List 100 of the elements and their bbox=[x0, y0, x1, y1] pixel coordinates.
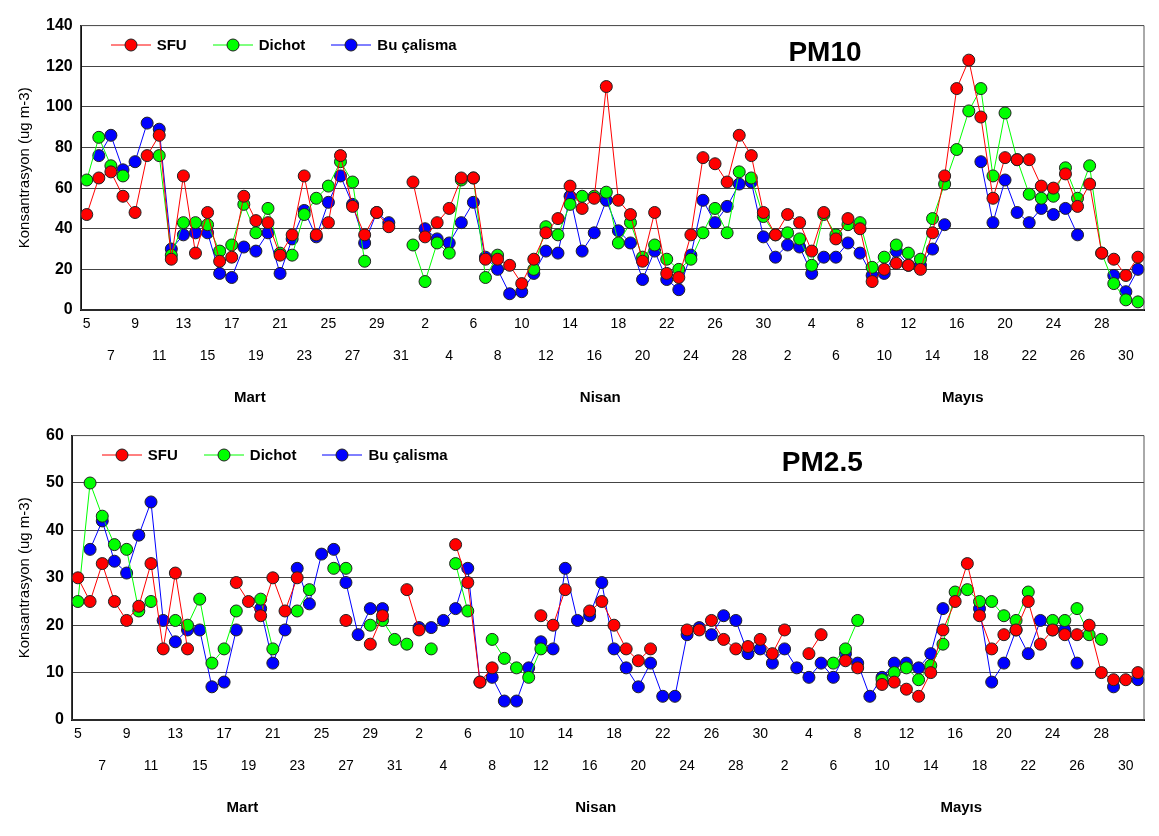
point bbox=[107, 538, 121, 552]
y-tick-label: 100 bbox=[45, 97, 73, 115]
point bbox=[254, 592, 268, 606]
y-tick-label: 140 bbox=[45, 16, 73, 34]
x-tick-label: 13 bbox=[167, 724, 184, 741]
x-tick-label: 24 bbox=[1044, 724, 1061, 741]
x-tick-label: 25 bbox=[320, 314, 337, 331]
x-tick-label: 25 bbox=[313, 724, 330, 741]
x-tick-label: 6 bbox=[829, 756, 838, 773]
x-tick-label: 27 bbox=[344, 346, 361, 363]
point bbox=[997, 609, 1011, 623]
legend-label: Dichot bbox=[258, 35, 306, 54]
x-tick-label: 15 bbox=[191, 756, 208, 773]
point bbox=[826, 656, 840, 670]
x-tick-label: 17 bbox=[216, 724, 233, 741]
x-tick-label: 30 bbox=[755, 314, 772, 331]
point bbox=[1094, 632, 1108, 646]
point bbox=[193, 592, 207, 606]
x-tick-label: 10 bbox=[874, 756, 891, 773]
y-tick-label: 50 bbox=[46, 473, 64, 491]
text: Mart bbox=[226, 798, 259, 816]
x-tick-label: 14 bbox=[562, 314, 579, 331]
x-tick-label: 26 bbox=[1069, 346, 1086, 363]
x-tick-label: 4 bbox=[439, 756, 448, 773]
x-tick-label: 29 bbox=[362, 724, 379, 741]
x-tick-label: 20 bbox=[997, 314, 1014, 331]
legend-label: SFU bbox=[156, 35, 187, 54]
x-tick-label: 30 bbox=[1117, 756, 1134, 773]
x-tick-label: 14 bbox=[922, 756, 939, 773]
text: Mayıs bbox=[940, 798, 983, 816]
point bbox=[327, 561, 341, 575]
x-tick-label: 11 bbox=[151, 346, 167, 363]
x-tick-label: 14 bbox=[557, 724, 574, 741]
x-tick-label: 31 bbox=[386, 756, 403, 773]
x-tick-label: 5 bbox=[73, 724, 82, 741]
x-tick-label: 8 bbox=[853, 724, 862, 741]
point bbox=[912, 673, 926, 687]
point bbox=[449, 557, 463, 571]
point bbox=[363, 618, 377, 632]
y-tick-label: 40 bbox=[46, 520, 64, 538]
x-tick-label: 2 bbox=[421, 314, 430, 331]
x-tick-label: 4 bbox=[805, 724, 814, 741]
legend-label: Bu çalisma bbox=[368, 445, 448, 464]
x-tick-label: 8 bbox=[493, 346, 502, 363]
x-tick-label: 16 bbox=[581, 756, 598, 773]
point bbox=[302, 583, 316, 597]
x-tick-label: 22 bbox=[654, 724, 671, 741]
point bbox=[400, 637, 414, 651]
x-tick-label: 21 bbox=[272, 314, 289, 331]
x-tick-label: 4 bbox=[807, 314, 816, 331]
x-tick-label: 19 bbox=[240, 756, 257, 773]
point bbox=[985, 595, 999, 608]
x-tick-label: 2 bbox=[780, 756, 789, 773]
x-tick-label: 24 bbox=[679, 756, 696, 773]
x-tick-label: 29 bbox=[368, 314, 385, 331]
y-tick-label: 0 bbox=[54, 710, 64, 728]
y-tick-label: 10 bbox=[46, 663, 64, 681]
y-tick-label: 80 bbox=[54, 137, 73, 155]
point bbox=[424, 642, 438, 656]
y-axis-title: Konsantrasyon (ug m-3) bbox=[15, 497, 33, 659]
point bbox=[266, 642, 280, 656]
x-tick-label: 18 bbox=[610, 314, 627, 331]
x-tick-label: 31 bbox=[393, 346, 409, 363]
x-tick-label: 12 bbox=[898, 724, 915, 741]
point bbox=[388, 632, 402, 646]
point bbox=[95, 509, 109, 523]
point bbox=[205, 656, 219, 670]
legend-label: Dichot bbox=[249, 445, 297, 464]
point bbox=[168, 613, 182, 627]
x-tick-label: 16 bbox=[947, 724, 964, 741]
x-tick-label: 22 bbox=[658, 314, 675, 331]
point bbox=[497, 651, 511, 665]
x-tick-label: 24 bbox=[1045, 314, 1062, 331]
x-tick-label: 9 bbox=[122, 724, 131, 741]
x-tick-label: 10 bbox=[508, 724, 525, 741]
y-tick-label: 20 bbox=[46, 615, 64, 633]
y-tick-label: 60 bbox=[46, 426, 64, 444]
x-tick-label: 6 bbox=[463, 724, 472, 741]
text: Mayıs bbox=[941, 388, 984, 406]
point bbox=[1070, 602, 1084, 616]
x-tick-label: 26 bbox=[1069, 756, 1085, 773]
y-tick-label: 60 bbox=[54, 178, 73, 196]
x-tick-label: 30 bbox=[1118, 346, 1134, 363]
x-tick-label: 7 bbox=[98, 756, 107, 773]
chart-title: PM2.5 bbox=[781, 446, 863, 478]
x-tick-label: 28 bbox=[1093, 314, 1110, 331]
point bbox=[899, 661, 913, 675]
x-tick-label: 17 bbox=[223, 314, 240, 331]
x-tick-label: 12 bbox=[900, 314, 917, 331]
x-tick-label: 26 bbox=[703, 724, 720, 741]
point bbox=[290, 604, 304, 618]
x-tick-label: 26 bbox=[707, 314, 724, 331]
y-tick-label: 20 bbox=[54, 259, 73, 277]
point bbox=[120, 542, 134, 556]
x-tick-label: 28 bbox=[731, 346, 748, 363]
x-tick-label: 5 bbox=[82, 314, 91, 331]
text: Nisan bbox=[579, 388, 621, 406]
x-tick-label: 8 bbox=[488, 756, 497, 773]
x-tick-label: 20 bbox=[996, 724, 1012, 741]
x-tick-label: 12 bbox=[538, 346, 554, 363]
